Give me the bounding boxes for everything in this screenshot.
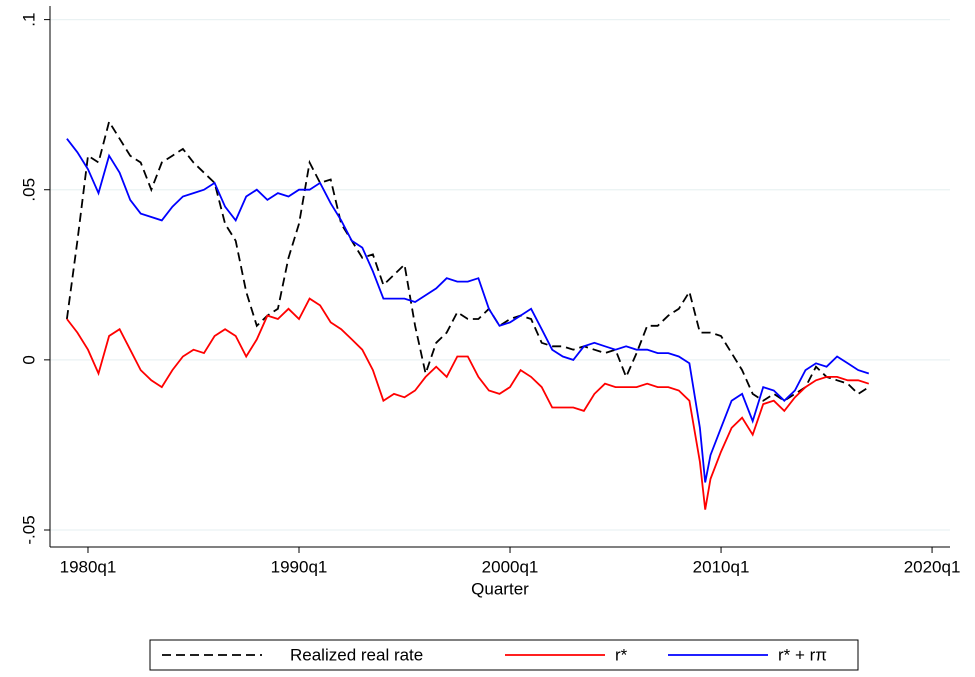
x-tick-label: 1990q1	[271, 557, 328, 576]
x-tick-label: 2000q1	[482, 557, 539, 576]
y-tick-label: .1	[19, 13, 38, 27]
series-line	[66, 297, 870, 510]
y-tick-label: .05	[19, 178, 38, 202]
series-line	[66, 119, 870, 402]
x-axis-label: Quarter	[471, 579, 529, 598]
legend-label: r* + rπ	[778, 645, 827, 664]
x-tick-label: 2010q1	[693, 557, 750, 576]
legend-label: r*	[615, 645, 628, 664]
legend-label: Realized real rate	[290, 645, 423, 664]
x-tick-label: 1980q1	[60, 557, 117, 576]
y-tick-label: 0	[19, 355, 38, 364]
series-line	[66, 138, 870, 483]
x-tick-label: 2020q1	[904, 557, 961, 576]
y-tick-label: -.05	[19, 515, 38, 544]
